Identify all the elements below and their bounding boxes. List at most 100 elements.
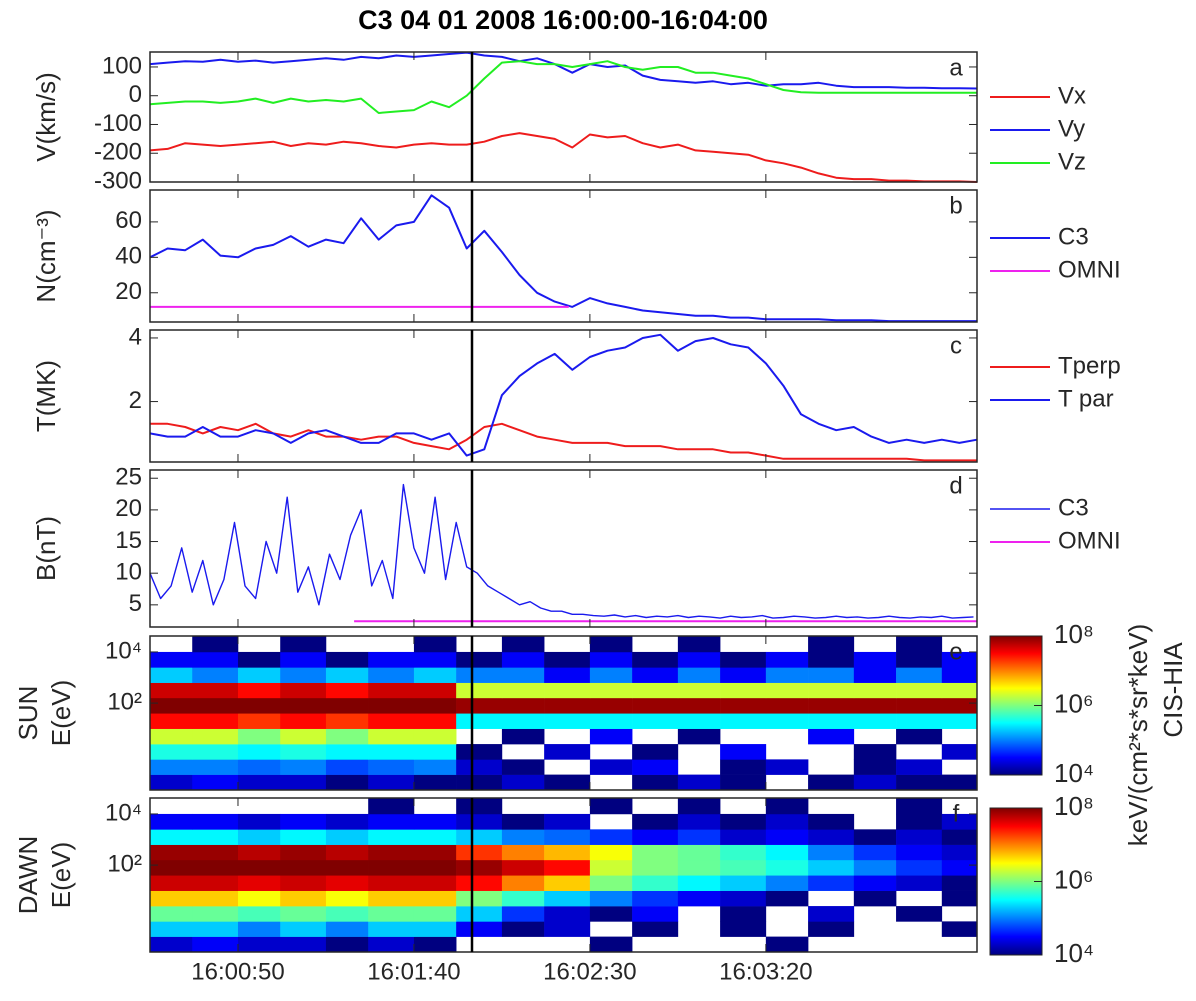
heatmap-cell [325, 813, 369, 830]
heatmap-cell [501, 697, 545, 714]
x-tick-label: 16:02:30 [543, 958, 636, 985]
heatmap-cell [456, 774, 503, 791]
legend-label: Vy [1058, 115, 1085, 142]
heatmap-cell [896, 713, 943, 729]
heatmap-cell [413, 890, 457, 907]
heatmap-cell [368, 906, 415, 922]
heatmap-cell [589, 697, 633, 714]
heatmap-cell [413, 697, 457, 714]
heatmap-cell [368, 813, 415, 830]
heatmap-cell [368, 875, 415, 891]
heatmap-cell [237, 713, 281, 729]
heatmap-cell [280, 875, 327, 891]
heatmap-cell [589, 906, 633, 922]
heatmap-cell [808, 813, 855, 830]
heatmap-cell [808, 651, 855, 668]
heatmap-cell [941, 875, 978, 891]
heatmap-cell [544, 774, 591, 791]
heatmap-cell [720, 890, 767, 907]
heatmap-cell [632, 906, 679, 922]
heatmap-cell [413, 728, 457, 745]
heatmap-cell [456, 651, 503, 668]
heatmap-cell [941, 829, 978, 845]
heatmap-cell [413, 744, 457, 760]
heatmap-cell [720, 713, 767, 729]
heatmap-cell [853, 890, 897, 907]
y-tick-label: 10⁴ [105, 637, 142, 664]
heatmap-cell [237, 728, 281, 745]
heatmap-cell [896, 844, 943, 861]
heatmap-cell [368, 682, 415, 699]
heatmap-cell [325, 875, 369, 891]
heatmap-cell [896, 829, 943, 845]
colorbar-tick-label: 10⁴ [1054, 758, 1094, 788]
colorbar-title: CIS-HIA [1158, 642, 1188, 738]
heatmap-cell [632, 813, 679, 830]
heatmap-cell [368, 697, 415, 714]
heatmap-cell [150, 844, 193, 861]
heatmap-cell [325, 759, 369, 775]
x-tick-label: 16:00:50 [191, 958, 284, 985]
y-axis-label: DAWN [13, 836, 43, 914]
heatmap-cell [325, 667, 369, 683]
heatmap-cell [720, 759, 767, 775]
heatmap-cell [853, 682, 897, 699]
heatmap-cell [853, 651, 897, 668]
heatmap-cell [280, 744, 327, 760]
heatmap-cell [280, 936, 327, 953]
legend-label: C3 [1058, 494, 1089, 521]
heatmap-cell [941, 682, 978, 699]
y-axis-label: SUN [13, 686, 43, 741]
heatmap-cell [765, 759, 809, 775]
heatmap-cell [589, 875, 633, 891]
y-tick-label: 10² [107, 850, 142, 877]
colorbar-tick-label: 10⁶ [1054, 688, 1094, 718]
colorbar-tick-label: 10⁸ [1054, 619, 1094, 649]
panel-letter: a [949, 54, 963, 81]
heatmap-cell [808, 921, 855, 937]
heatmap-cell [720, 651, 767, 668]
x-tick-label: 16:01:40 [367, 958, 460, 985]
heatmap-cell [192, 890, 239, 907]
heatmap-cell [896, 774, 943, 791]
heatmap-cell [765, 859, 809, 876]
heatmap-cell [589, 636, 633, 653]
heatmap-cell [192, 636, 239, 653]
legend-label: C3 [1058, 223, 1089, 250]
heatmap-cell [941, 744, 978, 760]
heatmap-cell [941, 813, 978, 830]
heatmap-cell [150, 813, 193, 830]
y-tick-label: 10 [115, 559, 142, 586]
heatmap-cell [720, 829, 767, 845]
heatmap-cell [413, 651, 457, 668]
heatmap-cell [192, 875, 239, 891]
heatmap-cell [941, 890, 978, 907]
heatmap-cell [413, 713, 457, 729]
heatmap-cell [501, 636, 545, 653]
heatmap-cell [325, 921, 369, 937]
heatmap-cell [589, 713, 633, 729]
heatmap-cell [544, 813, 591, 830]
heatmap-cell [589, 890, 633, 907]
heatmap-cell [632, 759, 679, 775]
heatmap-cell [720, 697, 767, 714]
heatmap-cell [808, 875, 855, 891]
axes-frame [149, 51, 978, 183]
heatmap-cell [280, 844, 327, 861]
heatmap-cell [280, 774, 327, 791]
heatmap-cell [150, 667, 193, 683]
heatmap-cell [853, 774, 897, 791]
heatmap-cell [941, 774, 978, 791]
heatmap-cell [413, 906, 457, 922]
heatmap-cell [765, 651, 809, 668]
heatmap-cell [677, 682, 721, 699]
heatmap-cell [456, 798, 503, 815]
heatmap-cell [237, 859, 281, 876]
heatmap-cell [677, 713, 721, 729]
y-tick-label: -100 [94, 110, 142, 137]
heatmap-cell [632, 774, 679, 791]
heatmap-cell [413, 813, 457, 830]
heatmap-cell [325, 936, 369, 953]
heatmap-cell [501, 682, 545, 699]
